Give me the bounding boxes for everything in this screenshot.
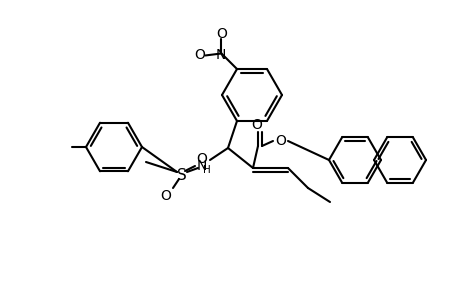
Text: O: O (194, 49, 204, 62)
Text: O: O (275, 134, 286, 148)
Text: O: O (251, 118, 262, 132)
Text: O: O (216, 28, 226, 41)
Text: O: O (196, 152, 207, 166)
Text: O: O (160, 189, 171, 203)
Text: H: H (203, 165, 210, 175)
Text: S: S (177, 167, 186, 182)
Text: N: N (196, 159, 207, 173)
Text: N: N (215, 49, 225, 62)
